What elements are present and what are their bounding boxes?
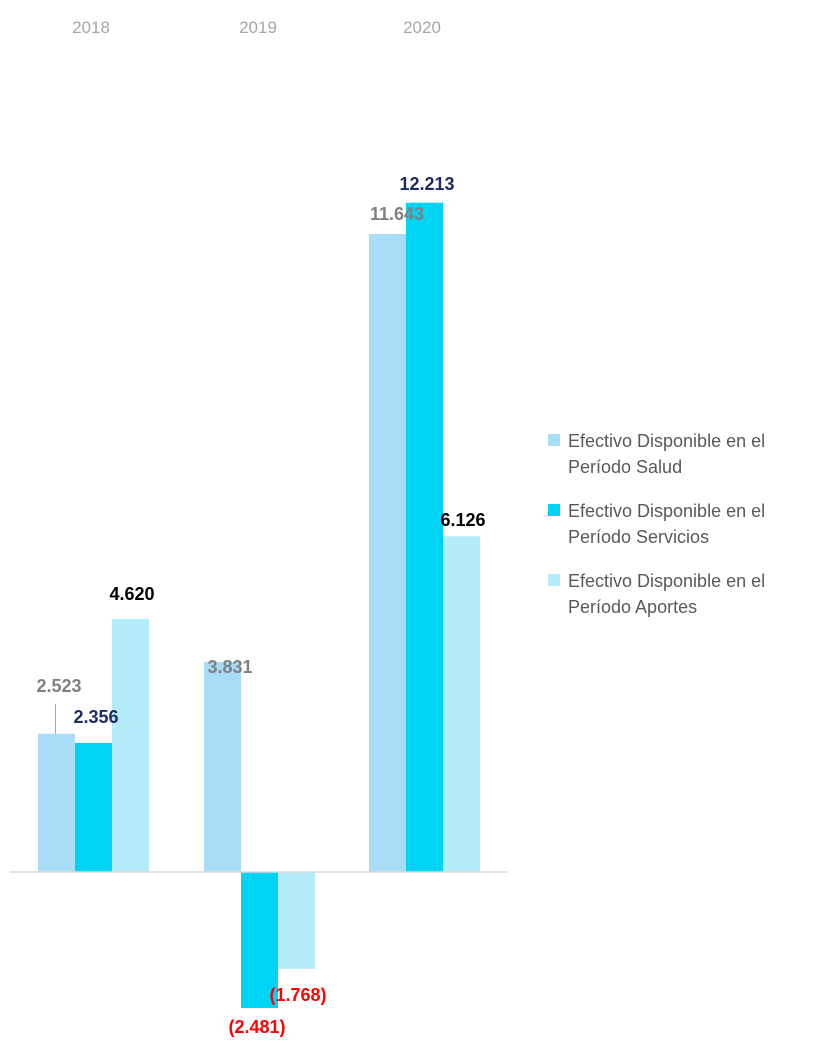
bar-aportes-2018 [112,618,149,872]
data-label-salud-2020: 11.643 [370,204,424,224]
bar-salud-2018 [38,733,75,872]
bar-aportes-2020 [443,536,480,872]
bar-servicios-2019 [241,872,278,1008]
bar-servicios-2018 [75,742,112,872]
bar-servicios-2020 [406,202,443,872]
data-label-salud-2018: 2.523 [36,676,81,696]
legend-swatch-salud [548,434,560,446]
data-label-aportes-2019: (1.768) [269,985,326,1005]
legend-item-servicios: Efectivo Disponible en el Período Servic… [548,498,816,550]
data-label-servicios-2019: (2.481) [228,1017,285,1037]
legend-item-aportes: Efectivo Disponible en el Período Aporte… [548,568,816,620]
legend-label-servicios: Efectivo Disponible en el Período Servic… [568,501,766,547]
data-label-servicios-2018: 2.356 [73,707,118,727]
legend-swatch-aportes [548,574,560,586]
legend-item-salud: Efectivo Disponible en el Período Salud [548,428,816,480]
category-label-2018: 2018 [72,18,110,37]
data-label-aportes-2018: 4.620 [109,584,154,604]
legend-swatch-servicios [548,504,560,516]
legend: Efectivo Disponible en el Período Salud … [548,428,816,638]
bar-salud-2020 [369,233,406,872]
data-label-salud-2019: 3.831 [207,657,252,677]
data-label-servicios-2020: 12.213 [399,174,454,194]
data-label-aportes-2020: 6.126 [440,510,485,530]
category-label-2020: 2020 [403,18,441,37]
legend-label-salud: Efectivo Disponible en el Período Salud [568,431,766,477]
category-label-2019: 2019 [239,18,277,37]
bar-salud-2019 [204,662,241,872]
legend-label-aportes: Efectivo Disponible en el Período Aporte… [568,571,766,617]
bar-aportes-2019 [278,872,315,969]
